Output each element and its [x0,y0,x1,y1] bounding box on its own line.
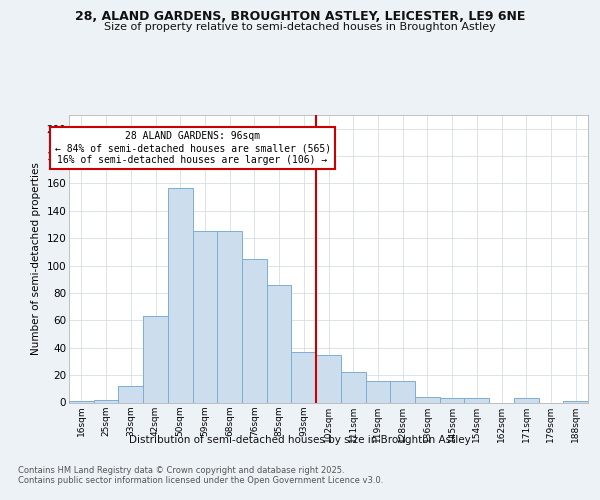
Bar [365,380,390,402]
Text: 28 ALAND GARDENS: 96sqm
← 84% of semi-detached houses are smaller (565)
16% of s: 28 ALAND GARDENS: 96sqm ← 84% of semi-de… [55,132,331,164]
Bar [390,380,415,402]
Bar [415,397,440,402]
Text: Size of property relative to semi-detached houses in Broughton Astley: Size of property relative to semi-detach… [104,22,496,32]
Text: Distribution of semi-detached houses by size in Broughton Astley: Distribution of semi-detached houses by … [129,435,471,445]
Bar [217,232,242,402]
Bar [316,354,341,403]
Bar [514,398,539,402]
Bar [143,316,168,402]
Bar [193,232,217,402]
Bar [168,188,193,402]
Bar [267,285,292,403]
Bar [292,352,316,403]
Bar [464,398,489,402]
Bar [242,259,267,402]
Bar [440,398,464,402]
Bar [563,401,588,402]
Bar [341,372,365,402]
Y-axis label: Number of semi-detached properties: Number of semi-detached properties [31,162,41,355]
Bar [69,401,94,402]
Text: 28, ALAND GARDENS, BROUGHTON ASTLEY, LEICESTER, LE9 6NE: 28, ALAND GARDENS, BROUGHTON ASTLEY, LEI… [75,10,525,23]
Text: Contains HM Land Registry data © Crown copyright and database right 2025.
Contai: Contains HM Land Registry data © Crown c… [18,466,383,485]
Bar [94,400,118,402]
Bar [118,386,143,402]
